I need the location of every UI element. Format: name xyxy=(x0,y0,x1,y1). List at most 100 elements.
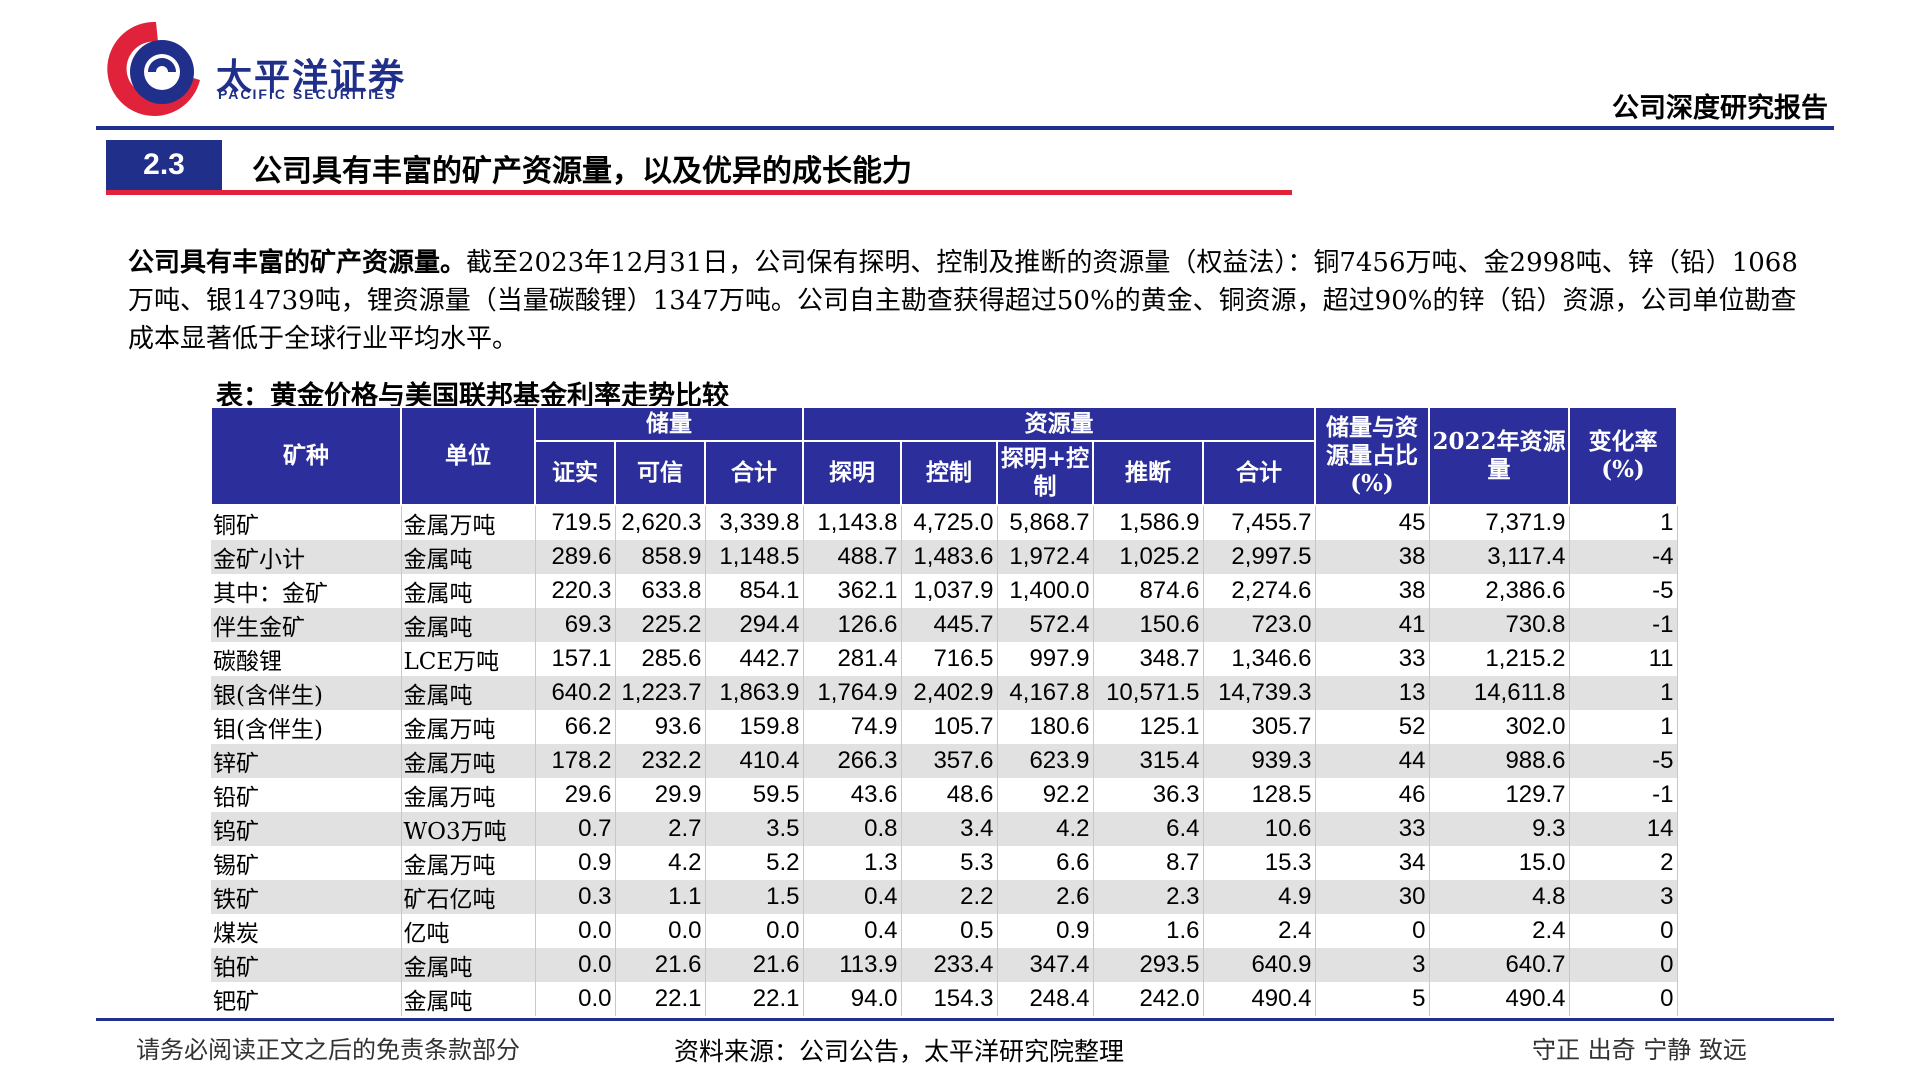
table-cell: 1 xyxy=(1569,676,1678,710)
header-change: 变化率(%) xyxy=(1568,406,1678,506)
table-cell: 29.9 xyxy=(615,778,706,812)
table-cell: 1,143.8 xyxy=(803,505,902,540)
table-cell: 4.9 xyxy=(1203,880,1316,914)
table-cell: 315.4 xyxy=(1093,744,1204,778)
table-cell: 154.3 xyxy=(901,982,998,1016)
table-cell: 232.2 xyxy=(615,744,706,778)
table-cell: 125.1 xyxy=(1093,710,1204,744)
table-cell: 128.5 xyxy=(1203,778,1316,812)
table-cell: 854.1 xyxy=(705,574,804,608)
table-cell: 93.6 xyxy=(615,710,706,744)
table-cell: 8.7 xyxy=(1093,846,1204,880)
table-cell: 3 xyxy=(1315,948,1430,982)
table-cell: 14,611.8 xyxy=(1429,676,1570,710)
table-cell: 939.3 xyxy=(1203,744,1316,778)
table-cell: 34 xyxy=(1315,846,1430,880)
table-cell: 410.4 xyxy=(705,744,804,778)
table-cell: 66.2 xyxy=(535,710,616,744)
table-cell: 640.2 xyxy=(535,676,616,710)
header-reserve-total: 合计 xyxy=(704,440,804,506)
table-row: 碳酸锂 LCE万吨 157.1 285.6 442.7 281.4 716.5 997.9 34… xyxy=(211,642,1678,676)
body-paragraph: 公司具有丰富的矿产资源量。截至2023年12月31日，公司保有探明、控制及推断的… xyxy=(128,244,1798,358)
table-cell: 357.6 xyxy=(901,744,998,778)
table-cell: 2.3 xyxy=(1093,880,1204,914)
table-cell: 348.7 xyxy=(1093,642,1204,676)
table-cell: 4.2 xyxy=(997,812,1094,846)
table-cell: 3,339.8 xyxy=(705,505,804,540)
table-cell: 716.5 xyxy=(901,642,998,676)
table-row: 铂矿 金属吨 0.0 21.6 21.6 113.9 233.4 347.4 293.5 640.… xyxy=(211,948,1678,982)
table-row: 煤炭 亿吨 0.0 0.0 0.0 0.4 0.5 0.9 1.6 2.4 0 2.4 0 xyxy=(211,914,1678,948)
resource-table: 矿种 单位 储量 资源量 储量与资源量占比(%) 2022年资源量 变化率(%)… xyxy=(210,406,1678,1016)
table-cell: 金属万吨 xyxy=(401,744,536,778)
table-cell: 其中：金矿 xyxy=(211,574,402,608)
table-cell: 159.8 xyxy=(705,710,804,744)
table-cell: 4.8 xyxy=(1429,880,1570,914)
header-measured: 探明 xyxy=(802,440,902,506)
table-cell: 74.9 xyxy=(803,710,902,744)
table-cell: 242.0 xyxy=(1093,982,1204,1016)
table-cell: 1,400.0 xyxy=(997,574,1094,608)
table-cell: 572.4 xyxy=(997,608,1094,642)
table-cell: 1.6 xyxy=(1093,914,1204,948)
table-cell: 金属万吨 xyxy=(401,505,536,540)
table-cell: 5 xyxy=(1315,982,1430,1016)
table-cell: WO3万吨 xyxy=(401,812,536,846)
table-cell: 金属万吨 xyxy=(401,846,536,880)
table-cell: 7,371.9 xyxy=(1429,505,1570,540)
header-inferred: 推断 xyxy=(1092,440,1204,506)
header-resource-total: 合计 xyxy=(1202,440,1316,506)
table-cell: 钼(含伴生) xyxy=(211,710,402,744)
table-row: 铁矿 矿石亿吨 0.3 1.1 1.5 0.4 2.2 2.6 2.3 4.9 30 4.8 3 xyxy=(211,880,1678,914)
table-cell: 858.9 xyxy=(615,540,706,574)
table-cell: 2.6 xyxy=(997,880,1094,914)
table-cell: 2.2 xyxy=(901,880,998,914)
header-divider xyxy=(96,126,1834,130)
section-title: 公司具有丰富的矿产资源量，以及优异的成长能力 xyxy=(252,154,912,189)
table-cell: 1,223.7 xyxy=(615,676,706,710)
table-cell: 10.6 xyxy=(1203,812,1316,846)
table-cell: 233.4 xyxy=(901,948,998,982)
table-cell: 矿石亿吨 xyxy=(401,880,536,914)
table-cell: 285.6 xyxy=(615,642,706,676)
header-mineral: 矿种 xyxy=(210,406,402,506)
table-cell: 2,402.9 xyxy=(901,676,998,710)
table-cell: 38 xyxy=(1315,540,1430,574)
table-cell: 105.7 xyxy=(901,710,998,744)
table-cell: 4.2 xyxy=(615,846,706,880)
table-cell: 0 xyxy=(1315,914,1430,948)
table-cell: 730.8 xyxy=(1429,608,1570,642)
table-cell: 金属吨 xyxy=(401,540,536,574)
table-cell: 1,972.4 xyxy=(997,540,1094,574)
table-cell: 0 xyxy=(1569,914,1678,948)
table-cell: 1,025.2 xyxy=(1093,540,1204,574)
table-cell: 6.6 xyxy=(997,846,1094,880)
table-row: 铅矿 金属万吨 29.6 29.9 59.5 43.6 48.6 92.2 36.3 128.5 4… xyxy=(211,778,1678,812)
table-cell: 281.4 xyxy=(803,642,902,676)
table-cell: 银(含伴生) xyxy=(211,676,402,710)
table-cell: 1.1 xyxy=(615,880,706,914)
table-cell: 亿吨 xyxy=(401,914,536,948)
table-cell: 0 xyxy=(1569,982,1678,1016)
paragraph-lead: 公司具有丰富的矿产资源量。 xyxy=(128,248,467,278)
table-cell: 157.1 xyxy=(535,642,616,676)
table-cell: 3 xyxy=(1569,880,1678,914)
table-cell: 2.4 xyxy=(1429,914,1570,948)
table-cell: 1 xyxy=(1569,505,1678,540)
table-row: 钯矿 金属吨 0.0 22.1 22.1 94.0 154.3 248.4 242.0 490.4… xyxy=(211,982,1678,1016)
table-cell: 1,346.6 xyxy=(1203,642,1316,676)
table-cell: 52 xyxy=(1315,710,1430,744)
footer-source: 资料来源：公司公告，太平洋研究院整理 xyxy=(674,1037,1125,1066)
table-cell: 5.3 xyxy=(901,846,998,880)
table-cell: 33 xyxy=(1315,642,1430,676)
table-cell: 362.1 xyxy=(803,574,902,608)
table-cell: 94.0 xyxy=(803,982,902,1016)
table-row: 金矿小计 金属吨 289.6 858.9 1,148.5 488.7 1,483.6 1,97… xyxy=(211,540,1678,574)
table-cell: 488.7 xyxy=(803,540,902,574)
table-cell: 445.7 xyxy=(901,608,998,642)
table-cell: 723.0 xyxy=(1203,608,1316,642)
brand-name-en: PACIFIC SECURITIES xyxy=(218,86,397,102)
header-resources: 资源量 xyxy=(802,406,1316,442)
table-cell: 1.5 xyxy=(705,880,804,914)
table-cell: 633.8 xyxy=(615,574,706,608)
